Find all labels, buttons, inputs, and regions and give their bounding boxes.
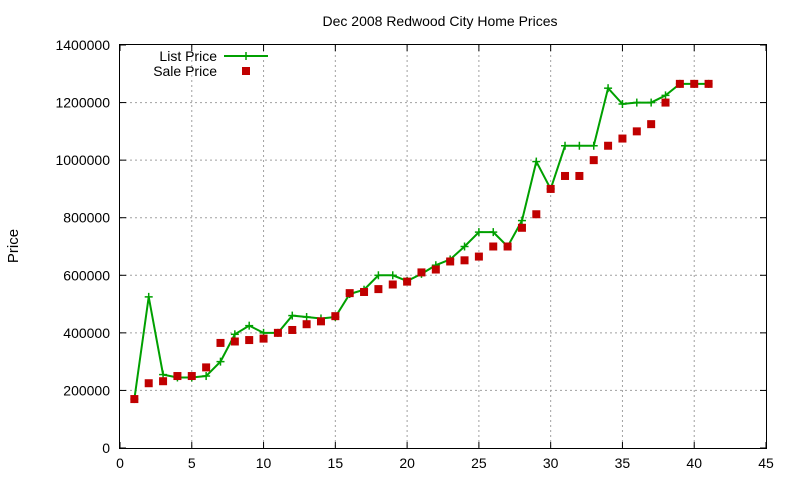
x-tick-label: 40 xyxy=(686,455,702,471)
sale-price-point xyxy=(316,317,325,326)
sale-price-point xyxy=(647,120,656,129)
list-price-point xyxy=(288,311,297,320)
list-price-point xyxy=(517,216,526,225)
sale-price-point xyxy=(202,363,211,372)
x-tick-label: 25 xyxy=(471,455,487,471)
sale-price-point xyxy=(675,79,684,88)
list-price-point xyxy=(632,98,641,107)
sale-price-point xyxy=(245,336,254,345)
x-tick-label: 5 xyxy=(188,455,196,471)
sale-price-point xyxy=(417,268,426,277)
sale-price-point xyxy=(230,337,239,346)
list-price-point xyxy=(144,292,153,301)
legend-label-list-price: List Price xyxy=(159,48,217,64)
x-tick-label: 45 xyxy=(758,455,774,471)
list-price-point xyxy=(388,271,397,280)
list-price-point xyxy=(230,330,239,339)
legend-marker-list-price xyxy=(242,52,250,60)
sale-price-point xyxy=(130,395,139,404)
sale-price-point xyxy=(546,184,555,193)
y-tick-label: 600000 xyxy=(63,267,110,283)
sale-price-point xyxy=(288,325,297,334)
x-tick-label: 30 xyxy=(543,455,559,471)
sale-price-point xyxy=(489,242,498,251)
sale-price-point xyxy=(575,171,584,180)
y-tick-label: 1200000 xyxy=(55,95,110,111)
list-price-point xyxy=(374,271,383,280)
sale-price-point xyxy=(618,134,627,143)
plot-frame xyxy=(119,44,767,449)
list-price-point xyxy=(561,141,570,150)
sale-price-point xyxy=(159,377,168,386)
sale-price-point xyxy=(604,141,613,150)
y-tick-label: 200000 xyxy=(63,382,110,398)
x-tick-label: 20 xyxy=(399,455,415,471)
series-sale-price xyxy=(130,79,713,404)
list-price-point xyxy=(661,91,670,100)
list-price-point xyxy=(489,228,498,237)
legend-sample-list-price xyxy=(224,52,268,60)
sale-price-point xyxy=(173,372,182,381)
sale-price-point xyxy=(216,338,225,347)
sale-price-point xyxy=(661,98,670,107)
sale-price-point xyxy=(460,256,469,265)
x-tick-label: 15 xyxy=(328,455,344,471)
x-tick-label: 0 xyxy=(116,455,124,471)
sale-price-point xyxy=(403,277,412,286)
sale-price-point xyxy=(144,379,153,388)
sale-price-point xyxy=(331,312,340,321)
axis-ticks: 0 5 10 15 20 25 30 35 40 45 0 200000 400000 600000 800… xyxy=(55,37,774,471)
list-price-point xyxy=(618,100,627,109)
sale-price-point xyxy=(374,285,383,294)
sale-price-point xyxy=(302,320,311,329)
y-tick-label: 1400000 xyxy=(55,37,110,53)
x-tick-label: 10 xyxy=(256,455,272,471)
list-price-point xyxy=(575,141,584,150)
y-tick-label: 800000 xyxy=(63,210,110,226)
sale-price-point xyxy=(474,252,483,261)
sale-price-point xyxy=(690,79,699,88)
list-price-point xyxy=(302,313,311,322)
data-series xyxy=(130,79,713,404)
sale-price-point xyxy=(446,257,455,266)
list-price-point xyxy=(474,228,483,237)
sale-price-point xyxy=(187,372,196,381)
list-price-point xyxy=(604,84,613,93)
sale-price-point xyxy=(388,280,397,289)
sale-price-point xyxy=(259,334,268,343)
y-tick-label: 0 xyxy=(102,440,110,456)
list-price-point xyxy=(460,242,469,251)
sale-price-point xyxy=(632,127,641,136)
legend-sample-sale-price xyxy=(242,67,250,75)
sale-price-point xyxy=(360,287,369,296)
y-tick-label: 400000 xyxy=(63,325,110,341)
sale-price-point xyxy=(345,289,354,298)
y-axis-label: Price xyxy=(5,229,22,263)
grid-lines xyxy=(120,45,766,448)
list-price-point xyxy=(245,321,254,330)
legend-marker-sale-price xyxy=(242,67,250,75)
list-price-point xyxy=(202,372,211,381)
list-price-point xyxy=(647,98,656,107)
list-price-point xyxy=(589,141,598,150)
chart-title: Dec 2008 Redwood City Home Prices xyxy=(323,13,558,29)
legend: List Price Sale Price xyxy=(153,48,268,79)
y-tick-label: 1000000 xyxy=(55,152,110,168)
legend-label-sale-price: Sale Price xyxy=(153,63,217,79)
list-price-point xyxy=(216,357,225,366)
sale-price-point xyxy=(431,265,440,274)
series-list-price xyxy=(130,79,713,404)
list-price-point xyxy=(532,157,541,166)
sale-price-point xyxy=(517,223,526,232)
sale-price-point xyxy=(532,210,541,219)
sale-price-point xyxy=(503,242,512,251)
sale-price-point xyxy=(704,79,713,88)
sale-price-point xyxy=(589,156,598,165)
sale-price-point xyxy=(561,171,570,180)
sale-price-point xyxy=(273,328,282,337)
x-tick-label: 35 xyxy=(615,455,631,471)
